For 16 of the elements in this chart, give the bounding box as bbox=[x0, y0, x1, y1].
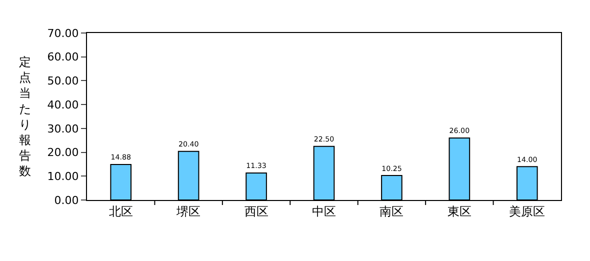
x-tick-label: 西区 bbox=[244, 204, 268, 218]
x-tick-label: 堺区 bbox=[176, 204, 201, 218]
y-tick-label: 20.00 bbox=[47, 146, 79, 160]
y-axis-title: 定点当たり報告数 bbox=[19, 55, 31, 178]
y-tick-label: 60.00 bbox=[47, 50, 79, 64]
x-tick-label: 東区 bbox=[447, 204, 472, 218]
x-tick-label: 北区 bbox=[108, 204, 133, 218]
y-tick-label: 0.00 bbox=[54, 194, 79, 207]
x-tick-label: 美原区 bbox=[509, 204, 546, 218]
y-tick-label: 50.00 bbox=[47, 74, 79, 88]
x-tick-label: 中区 bbox=[312, 204, 336, 218]
y-tick-label: 30.00 bbox=[47, 122, 79, 136]
y-tick-label: 10.00 bbox=[47, 170, 79, 183]
y-tick-label: 40.00 bbox=[47, 98, 79, 112]
x-tick-label: 南区 bbox=[380, 204, 404, 218]
y-tick-label: 70.00 bbox=[47, 26, 79, 40]
